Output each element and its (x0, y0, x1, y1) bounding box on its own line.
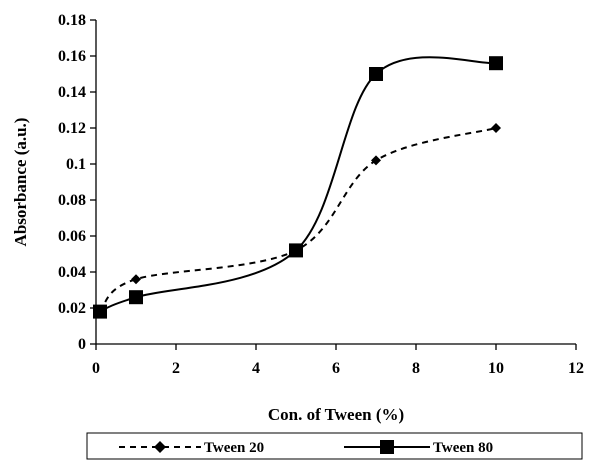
legend-label-tween-20: Tween 20 (204, 440, 264, 456)
y-tick-label: 0 (78, 336, 86, 353)
x-ticks: 0 2 4 6 8 10 12 (92, 344, 584, 377)
x-tick-label: 12 (568, 360, 584, 377)
x-tick-label: 4 (252, 360, 260, 377)
series-markers (93, 56, 503, 319)
series-lines (99, 56, 497, 313)
legend: Tween 20 Tween 80 (86, 432, 583, 460)
y-ticks: 0 0.02 0.04 0.06 0.08 0.1 0.12 0.14 0.16 0.18 (58, 12, 96, 353)
y-tick-label: 0.04 (58, 264, 86, 281)
y-tick-label: 0.06 (58, 228, 86, 245)
axes (95, 20, 576, 345)
y-tick-label: 0.18 (58, 12, 86, 29)
data-point-tween-80 (369, 67, 383, 81)
data-point-tween-20 (491, 123, 501, 133)
x-tick-label: 2 (172, 360, 180, 377)
data-point-tween-80 (289, 243, 303, 258)
x-tick-label: 8 (412, 360, 420, 377)
data-point-tween-20 (371, 155, 381, 166)
y-tick-label: 0.02 (58, 300, 86, 317)
data-point-tween-80 (489, 56, 503, 71)
x-axis-title: Con. of Tween (%) (268, 405, 404, 424)
x-tick-label: 0 (92, 360, 100, 377)
y-axis-title: Absorbance (a.u.) (11, 118, 30, 247)
y-tick-label: 0.16 (58, 48, 86, 65)
legend-box (86, 432, 583, 460)
legend-marker-tween-20 (154, 441, 166, 453)
x-tick-label: 6 (332, 360, 340, 377)
y-tick-label: 0.1 (66, 156, 86, 173)
series-line-tween-20 (99, 127, 497, 313)
data-point-tween-80 (129, 290, 143, 305)
data-point-tween-80 (93, 304, 107, 319)
series-line-tween-80 (99, 56, 497, 313)
legend-marker-tween-80 (380, 440, 394, 454)
y-tick-label: 0.12 (58, 120, 86, 137)
y-tick-label: 0.14 (58, 84, 86, 101)
legend-label-tween-80: Tween 80 (433, 440, 493, 456)
x-tick-label: 10 (488, 360, 504, 377)
data-point-tween-20 (131, 274, 141, 285)
y-tick-label: 0.08 (58, 192, 86, 209)
